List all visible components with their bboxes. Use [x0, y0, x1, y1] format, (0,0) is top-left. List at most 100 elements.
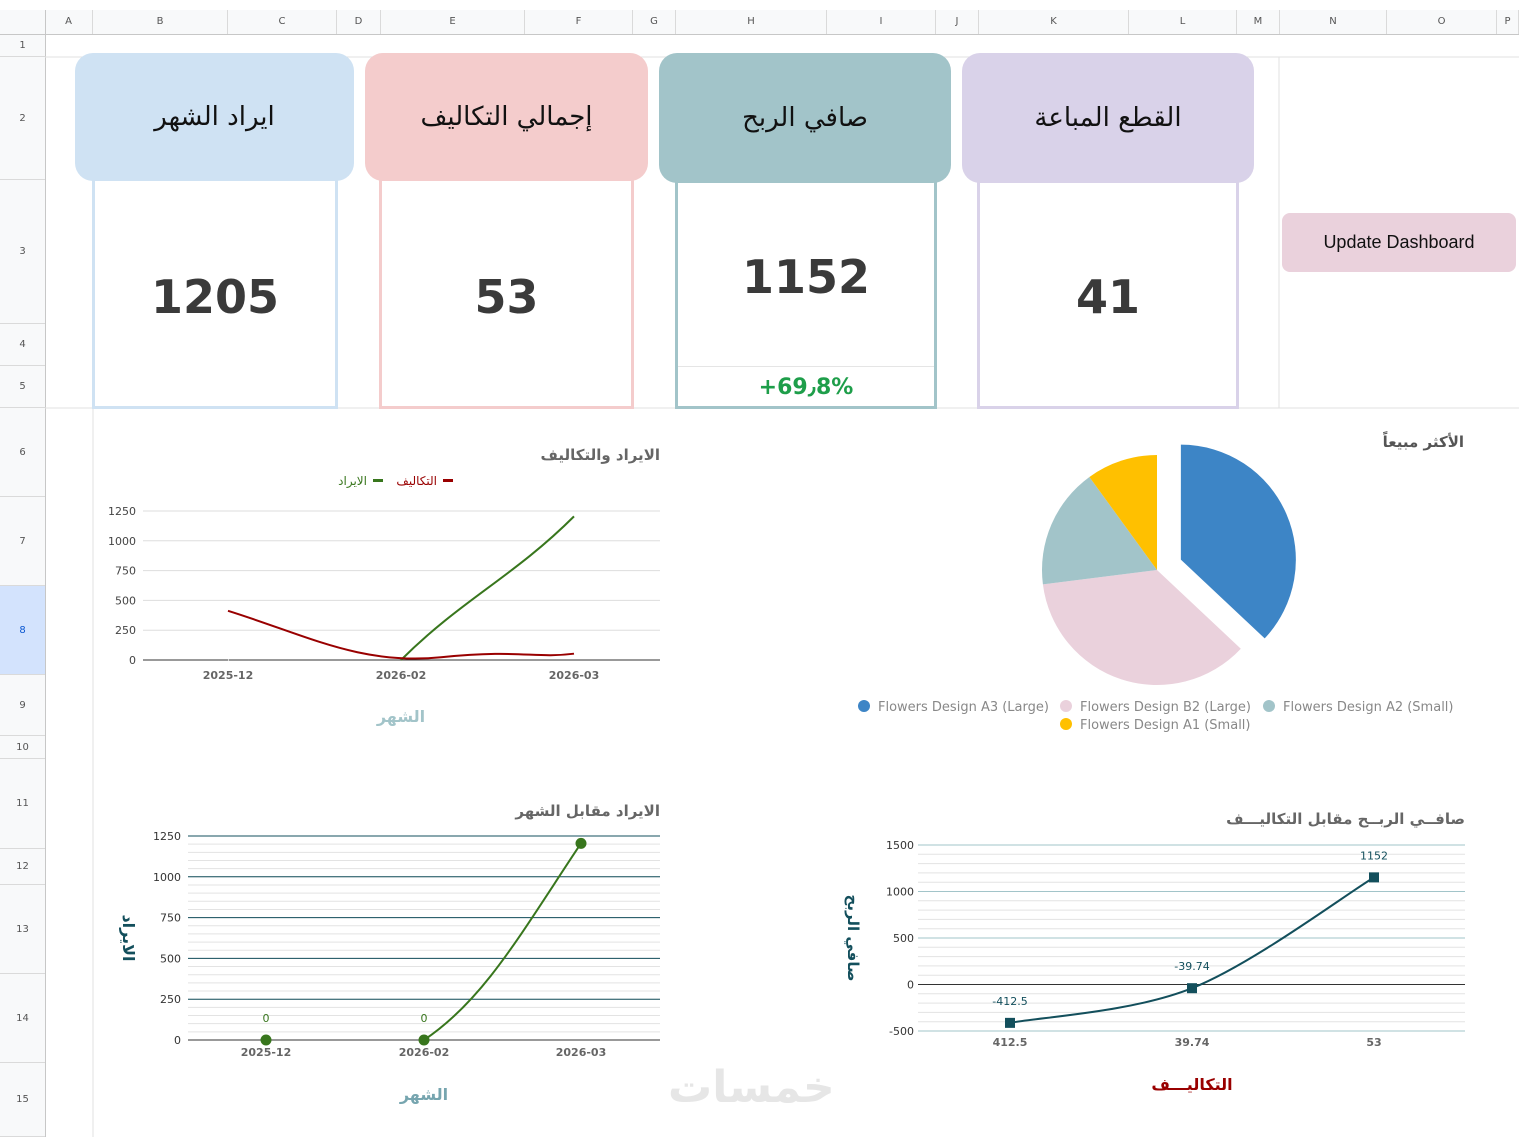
chart-title: الايراد والتكاليف	[540, 446, 660, 464]
row-header[interactable]: 3	[0, 180, 45, 324]
y-tick-label: -500	[889, 1025, 914, 1038]
kpi-divider	[678, 366, 934, 367]
x-axis-label: الشهر	[399, 1085, 448, 1104]
column-header[interactable]: E	[381, 10, 525, 34]
column-header[interactable]: I	[827, 10, 936, 34]
row-header[interactable]: 9	[0, 675, 45, 736]
series-line	[1009, 876, 1375, 1024]
data-point	[1187, 983, 1197, 994]
series-line-costs	[227, 609, 575, 660]
watermark: خمسات	[668, 1062, 835, 1113]
row-header[interactable]: 14	[0, 974, 45, 1063]
legend-label: التكاليف	[396, 474, 437, 488]
column-header[interactable]: J	[936, 10, 979, 34]
y-tick-label: 250	[115, 624, 136, 637]
x-tick-label: 2025-12	[241, 1046, 292, 1059]
chart-title: الأكثر مبيعاً	[1382, 431, 1464, 451]
pie-slice	[1089, 455, 1157, 570]
chart-title: صافــي الربــح مقابل التكاليـــف	[1226, 810, 1465, 828]
data-point	[1369, 872, 1379, 883]
row-header[interactable]: 2	[0, 57, 45, 180]
kpi-value: 1205	[150, 270, 280, 324]
data-point	[1005, 1017, 1015, 1028]
legend-swatch	[858, 700, 870, 712]
profit-vs-costs-chart[interactable]: صافــي الربــح مقابل التكاليـــف -500 0 500…	[830, 800, 1490, 1110]
column-header[interactable]: G	[633, 10, 676, 34]
legend-swatch	[443, 479, 453, 482]
x-tick-label: 2026-02	[376, 669, 427, 682]
row-header[interactable]: 1	[0, 34, 45, 57]
column-header[interactable]: L	[1129, 10, 1237, 34]
column-header[interactable]: M	[1237, 10, 1280, 34]
column-header[interactable]: N	[1280, 10, 1387, 34]
column-header[interactable]: H	[676, 10, 827, 34]
row-header[interactable]: 8	[0, 586, 45, 675]
column-header[interactable]: A	[45, 10, 93, 34]
row-header[interactable]: 10	[0, 736, 45, 759]
y-axis-label: الايراد	[119, 914, 138, 961]
y-tick-label: 1500	[886, 839, 914, 852]
column-header[interactable]: F	[525, 10, 633, 34]
data-label: -412.5	[992, 995, 1027, 1008]
pie-slice	[1042, 476, 1157, 585]
data-point	[418, 1034, 430, 1046]
kpi-card-title: القطع المباعة	[962, 53, 1254, 183]
y-axis-label: صافي الربح	[844, 895, 862, 982]
kpi-card-title: ايراد الشهر	[75, 53, 354, 181]
column-header[interactable]: C	[228, 10, 337, 34]
column-header[interactable]: D	[337, 10, 381, 34]
row-header[interactable]: 6	[0, 408, 45, 497]
kpi-value: 41	[1075, 270, 1140, 324]
kpi-card-body: 1152 +69٫8%	[675, 180, 937, 409]
select-all-corner[interactable]	[0, 10, 46, 35]
kpi-value: 53	[474, 270, 539, 324]
revenue-costs-chart[interactable]: الايراد والتكاليف التكاليف الايراد 0 250 500 7…	[93, 420, 683, 750]
data-label: -39.74	[1174, 960, 1209, 973]
x-tick-label: 412.5	[993, 1036, 1028, 1049]
column-header[interactable]: K	[979, 10, 1129, 34]
data-point	[575, 837, 587, 849]
x-tick-label: 2026-03	[556, 1046, 607, 1059]
revenue-vs-month-chart[interactable]: الايراد مقابل الشهر 0 250 500 750 1000 1250 202…	[93, 790, 683, 1120]
row-header[interactable]: 5	[0, 366, 45, 408]
x-tick-label: 2026-02	[399, 1046, 450, 1059]
column-header[interactable]: O	[1387, 10, 1497, 34]
update-dashboard-button[interactable]: Update Dashboard	[1282, 213, 1516, 272]
kpi-card-title: صافي الربح	[659, 53, 951, 183]
best-sellers-pie-chart[interactable]: الأكثر مبيعاً Flowers Design A3 (Large) Fl…	[830, 420, 1490, 750]
legend-swatch	[1263, 700, 1275, 712]
legend-label: Flowers Design A1 (Small)	[1080, 718, 1251, 733]
row-header[interactable]: 12	[0, 849, 45, 885]
row-header[interactable]: 7	[0, 497, 45, 586]
kpi-change-percent: +69٫8%	[758, 375, 854, 400]
row-headers: 1 2 3 4 5 6 7 8 9 10 11 12 13 14 15	[0, 34, 46, 1137]
row-header[interactable]: 11	[0, 759, 45, 849]
y-tick-label: 1000	[108, 535, 136, 548]
series-line-revenue	[400, 515, 575, 661]
legend-label: Flowers Design A3 (Large)	[878, 700, 1049, 715]
column-header[interactable]: B	[93, 10, 228, 34]
legend-swatch	[1060, 700, 1072, 712]
x-tick-label: 39.74	[1175, 1036, 1210, 1049]
data-label: 1152	[1360, 849, 1388, 862]
pie-slice	[1042, 570, 1241, 685]
x-axis-label: الشهر	[376, 707, 425, 726]
y-tick-label: 500	[115, 594, 136, 607]
y-tick-label: 0	[174, 1034, 181, 1047]
x-tick-label: 2025-12	[203, 669, 254, 682]
x-tick-label: 53	[1366, 1036, 1381, 1049]
y-tick-label: 500	[160, 952, 181, 965]
kpi-card-body: 41	[977, 180, 1239, 409]
legend-label: Flowers Design B2 (Large)	[1080, 700, 1251, 715]
row-header[interactable]: 13	[0, 885, 45, 974]
y-tick-label: 0	[907, 979, 914, 992]
legend-label: الايراد	[338, 474, 367, 489]
data-point	[260, 1034, 272, 1046]
y-tick-label: 750	[115, 565, 136, 578]
kpi-card-title: إجمالي التكاليف	[365, 53, 648, 181]
row-header[interactable]: 4	[0, 324, 45, 366]
series-line	[423, 842, 582, 1041]
y-tick-label: 1000	[153, 871, 181, 884]
